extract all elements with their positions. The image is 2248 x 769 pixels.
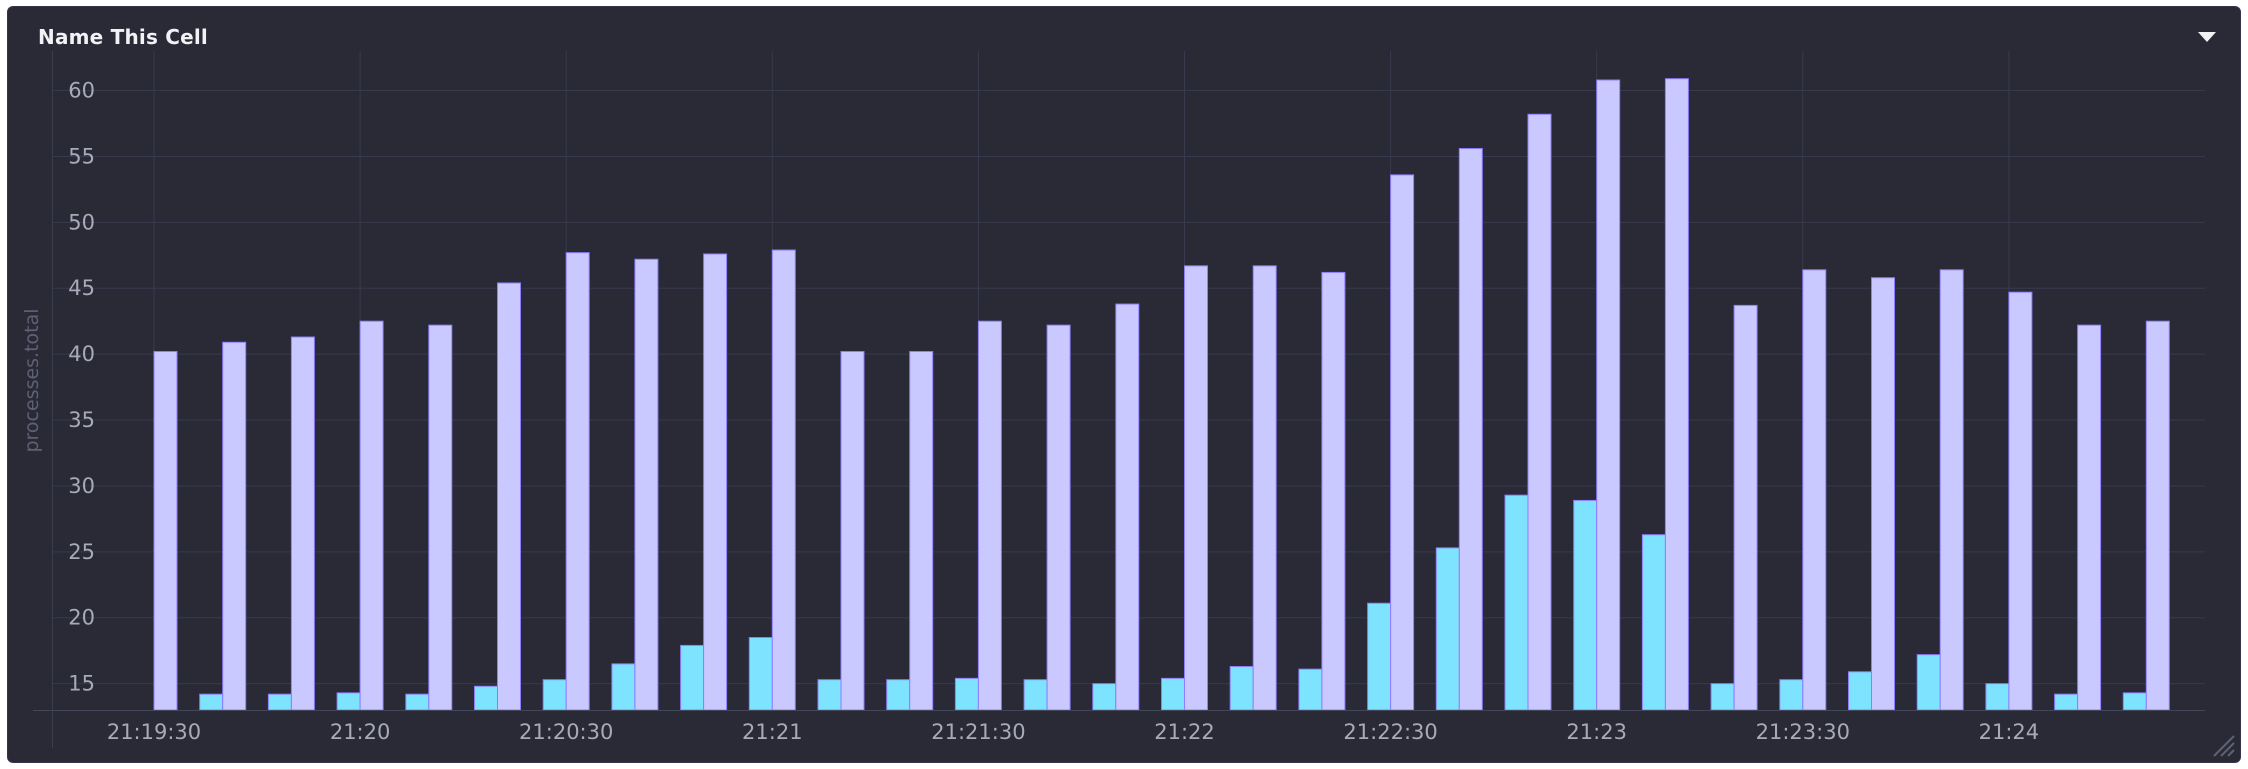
dashboard-cell: Name This Cell 15 20 25 30 35 40 45 50 55 60 21:19… (7, 6, 2241, 763)
bar[interactable] (1985, 683, 2010, 710)
bar[interactable] (611, 663, 636, 710)
bar[interactable] (1916, 654, 1941, 710)
bar[interactable] (680, 644, 705, 710)
x-tick-label: 21:20:30 (519, 720, 613, 744)
caret-down-icon[interactable] (2196, 29, 2218, 45)
bar[interactable] (1252, 265, 1277, 710)
bar[interactable] (565, 252, 590, 710)
bar[interactable] (1939, 269, 1964, 710)
bar[interactable] (267, 693, 292, 710)
x-tick-label: 21:22:30 (1343, 720, 1437, 744)
x-tick-label: 21:21:30 (931, 720, 1025, 744)
bar[interactable] (886, 679, 911, 710)
bar[interactable] (1710, 683, 1735, 710)
bar[interactable] (840, 351, 865, 710)
bar[interactable] (1504, 494, 1529, 710)
y-tick-label: 45 (68, 276, 95, 300)
bar[interactable] (1161, 677, 1185, 710)
bar[interactable] (1321, 271, 1346, 710)
y-tick-label: 25 (68, 540, 95, 564)
y-tick-label: 55 (68, 144, 95, 168)
bar[interactable] (1458, 148, 1483, 710)
bar[interactable] (1435, 547, 1460, 710)
bar[interactable] (199, 693, 224, 710)
bar[interactable] (1046, 324, 1071, 710)
bar[interactable] (1848, 671, 1872, 710)
bar[interactable] (1871, 277, 1895, 710)
bar[interactable] (359, 320, 384, 710)
bar[interactable] (542, 679, 567, 710)
bar[interactable] (1779, 679, 1804, 710)
bar[interactable] (703, 253, 728, 710)
y-tick-label: 30 (68, 474, 95, 498)
bar[interactable] (1184, 265, 1208, 710)
cell-header: Name This Cell (8, 7, 2240, 63)
bar-chart: 15 20 25 30 35 40 45 50 55 60 21:19:30 21:20 21:20:3… (21, 51, 2205, 748)
y-tick-label: 20 (68, 606, 95, 630)
bar[interactable] (977, 320, 1002, 710)
y-tick-label: 15 (68, 672, 95, 696)
bar[interactable] (2077, 324, 2102, 710)
x-tick-label: 21:22 (1154, 720, 1215, 744)
y-tick-label: 60 (68, 79, 95, 103)
bar[interactable] (405, 693, 430, 710)
cell-title[interactable]: Name This Cell (38, 25, 208, 49)
resize-grip-icon[interactable] (2210, 732, 2236, 758)
bar[interactable] (497, 282, 521, 710)
bar[interactable] (1664, 78, 1689, 710)
bars (153, 78, 2170, 710)
bar[interactable] (153, 351, 178, 710)
bar[interactable] (1298, 668, 1323, 710)
bar[interactable] (1733, 304, 1758, 710)
bar[interactable] (222, 341, 247, 710)
bar[interactable] (954, 677, 979, 710)
y-tick-label: 35 (68, 408, 95, 432)
x-tick-label: 21:23:30 (1756, 720, 1850, 744)
bar[interactable] (428, 324, 453, 710)
x-tick-label: 21:24 (1979, 720, 2040, 744)
bar[interactable] (748, 637, 773, 710)
bar[interactable] (817, 679, 842, 710)
bar[interactable] (1802, 269, 1827, 710)
bar[interactable] (1390, 174, 1415, 710)
x-tick-label: 21:23 (1566, 720, 1627, 744)
bar[interactable] (1115, 303, 1140, 710)
bar[interactable] (290, 336, 315, 710)
bar[interactable] (634, 258, 659, 710)
bar[interactable] (2008, 291, 2033, 710)
bar[interactable] (1367, 602, 1392, 710)
bar[interactable] (2122, 692, 2147, 710)
bar[interactable] (1641, 534, 1666, 710)
bar[interactable] (474, 685, 498, 710)
bar[interactable] (771, 249, 796, 710)
y-tick-label: 40 (68, 342, 95, 366)
bar[interactable] (2145, 320, 2170, 710)
bar[interactable] (1573, 499, 1598, 710)
axes: 15 20 25 30 35 40 45 50 55 60 21:19:30 21:20 21:20:3… (33, 51, 2205, 748)
x-tick-label: 21:21 (742, 720, 803, 744)
bar[interactable] (1527, 113, 1552, 710)
bar[interactable] (336, 692, 361, 710)
y-tick-label: 50 (68, 210, 95, 234)
bar[interactable] (1596, 79, 1621, 710)
bar[interactable] (1023, 679, 1048, 710)
bar[interactable] (2054, 693, 2079, 710)
y-axis-title: processes.total (21, 308, 43, 452)
bar[interactable] (909, 351, 934, 710)
x-tick-label: 21:20 (330, 720, 391, 744)
x-tick-label: 21:19:30 (107, 720, 201, 744)
bar[interactable] (1092, 683, 1117, 710)
bar[interactable] (1229, 666, 1254, 710)
